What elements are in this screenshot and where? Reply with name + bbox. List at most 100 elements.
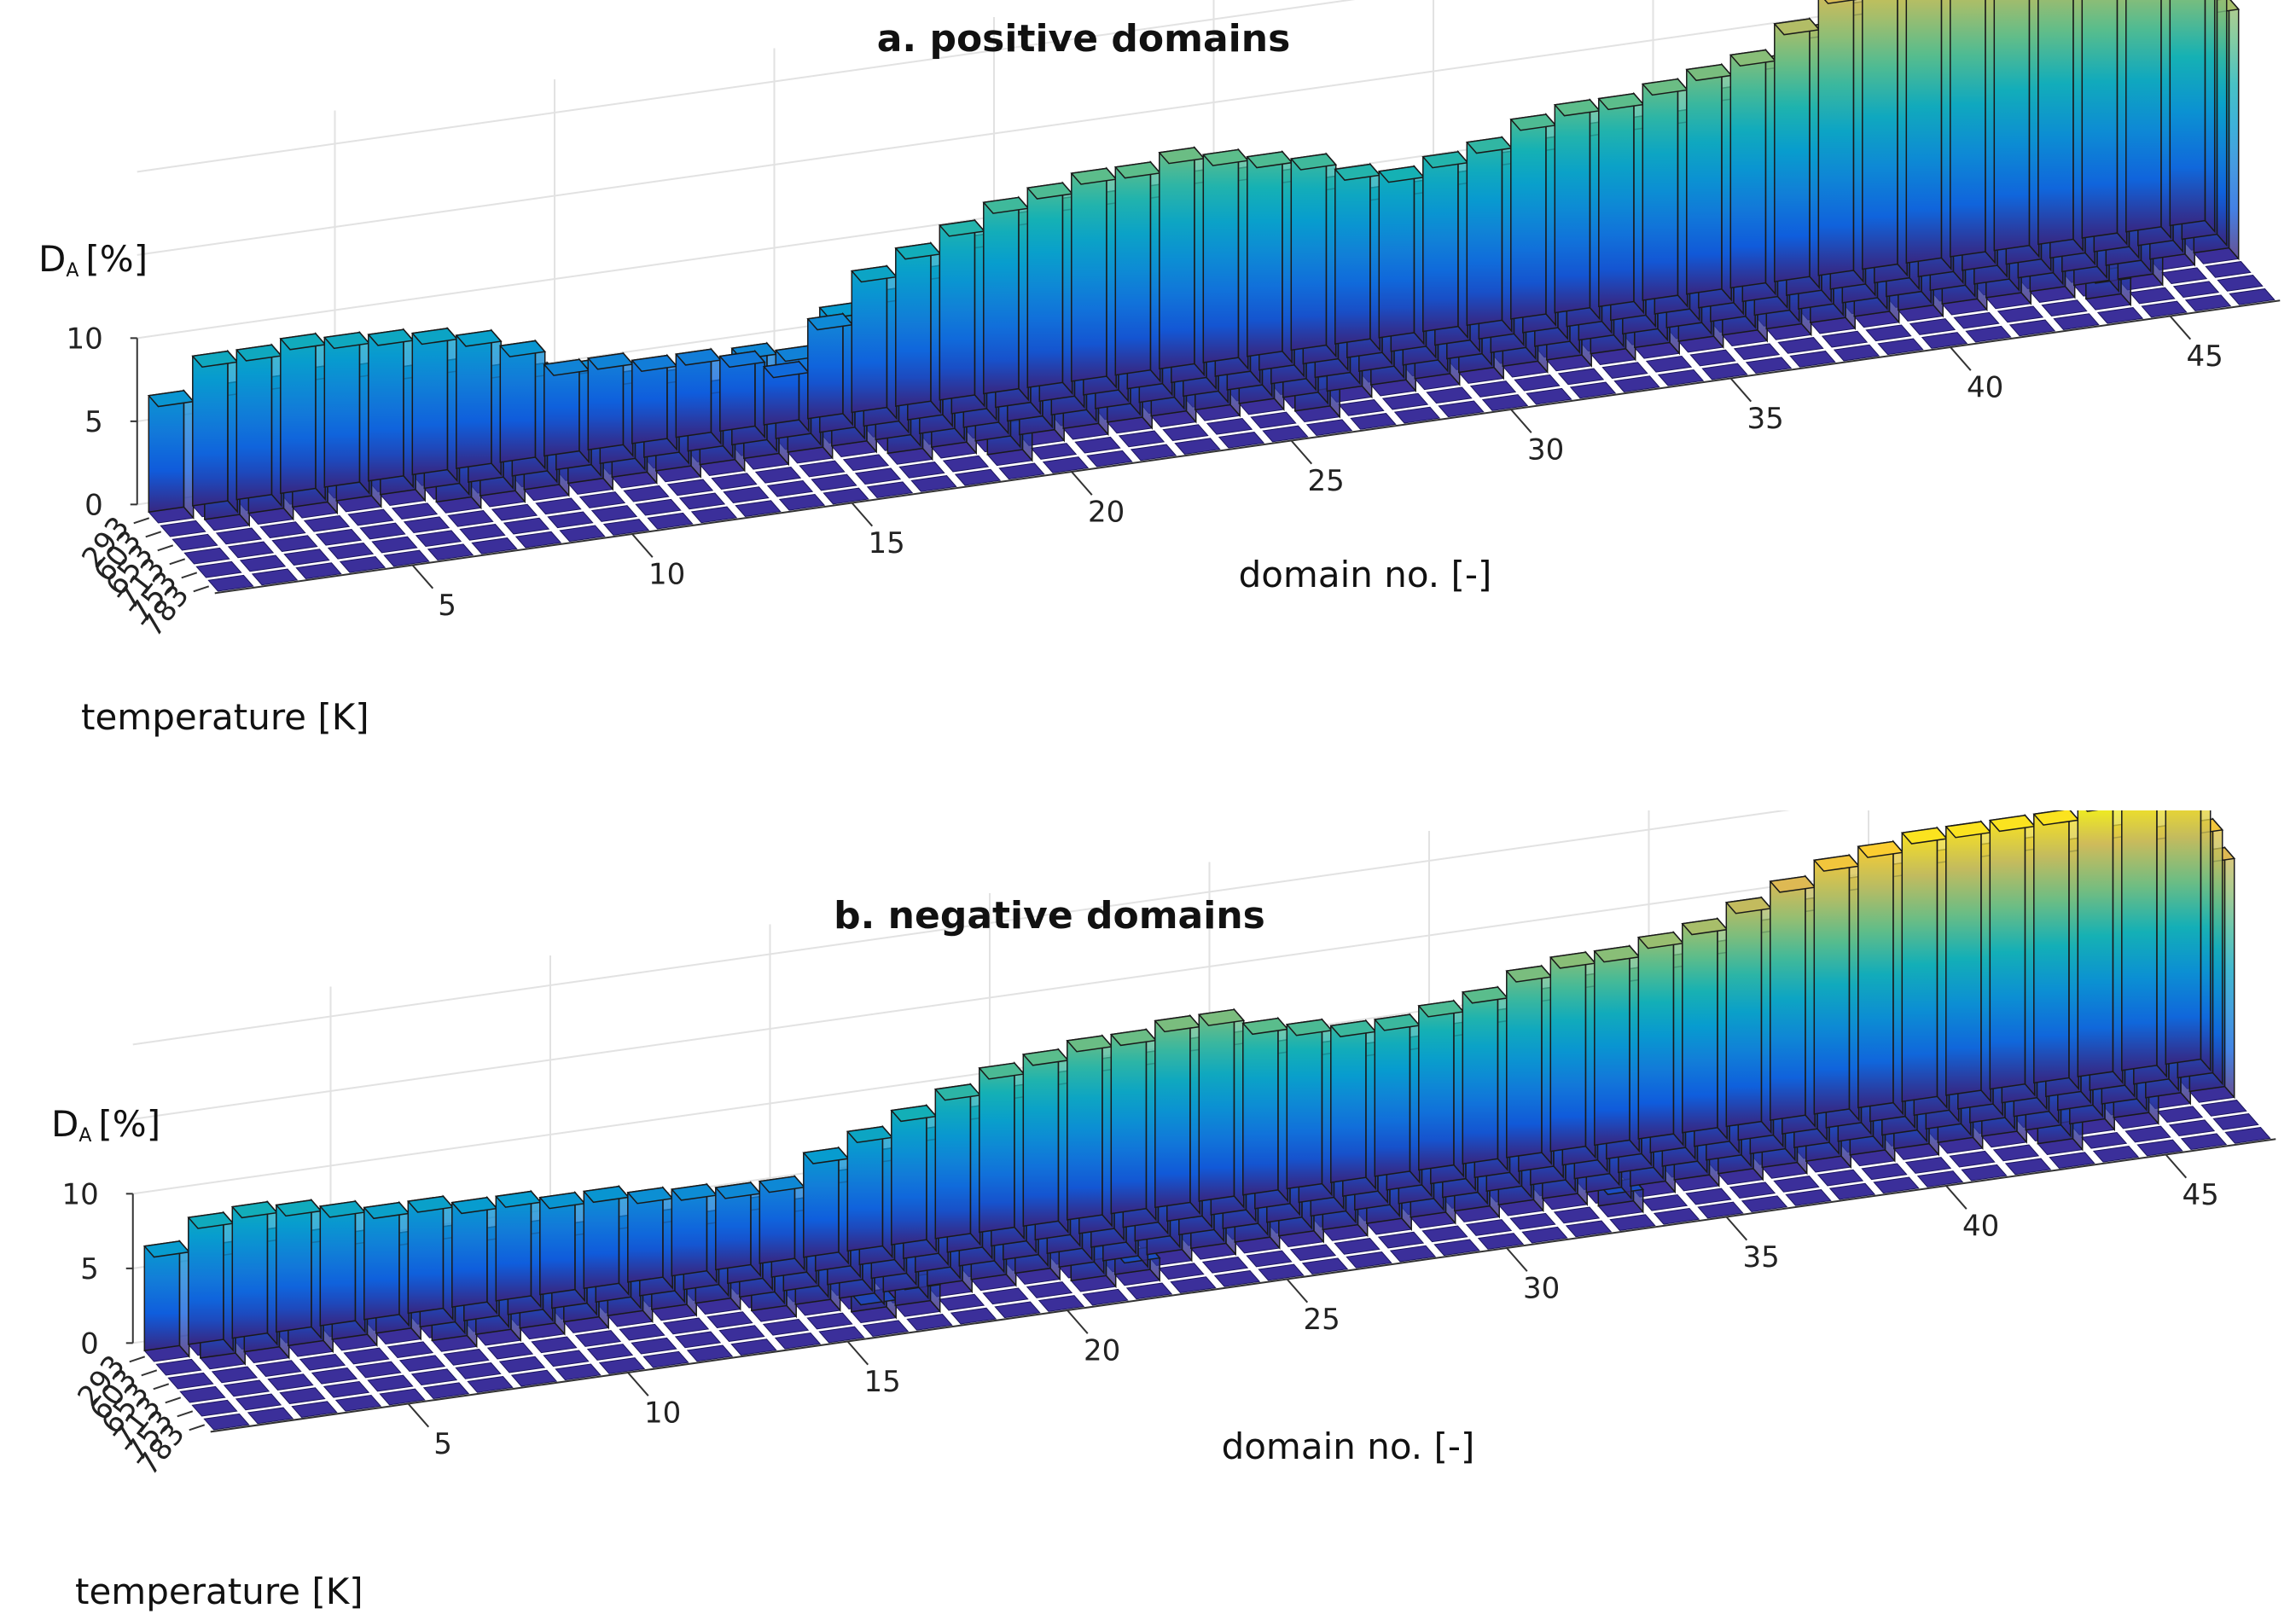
x-tick-label: 15 [863,1365,900,1399]
x-tick-label: 35 [1747,402,1783,436]
bar-side-face [183,388,195,520]
bar-side-face [2072,0,2084,253]
bar [762,359,811,433]
bar-front-face [807,313,844,420]
floor-cell [1904,1157,1952,1174]
floor-cell [982,1287,1029,1305]
floor-cell [1086,450,1133,467]
bar-side-face [2216,0,2228,247]
floor-cell [1997,305,2044,323]
bar-front-face [235,344,273,501]
floor-cell [1949,1150,1996,1168]
bar-side-face [750,1181,761,1278]
floor-cell [283,549,330,566]
floor-cell [1828,1182,1876,1200]
bar-side-face [227,349,238,514]
x-tick-label: 20 [1088,495,1125,529]
bar-side-face [666,353,677,451]
bar [1197,1007,1246,1209]
chart-negative-domains: 051051015202530354045293603653713753783b… [51,810,2276,1612]
bar [982,195,1030,402]
floor-cell [1733,343,1781,361]
bar-side-face [1413,164,1425,345]
floor-cell [1565,1220,1613,1238]
floor-cell [1206,417,1253,435]
floor-cell [942,455,990,473]
bar [538,1190,586,1303]
floor-cell [339,555,387,573]
bar-side-face [1985,0,1996,264]
bar-front-face [1462,986,1499,1165]
bar [978,1061,1026,1240]
floor-cell [227,541,275,559]
bar-side-face [622,351,634,458]
floor-cell [799,460,846,478]
bar-front-face [1242,1017,1279,1196]
bar [1285,1018,1334,1197]
floor-cell [866,481,914,499]
grid-line-z [132,810,1791,1046]
floor-cell [2080,1131,2128,1149]
floor-cell [327,542,375,560]
floor-cell [647,512,694,530]
floor-cell [259,521,306,538]
bar-side-face [311,1198,322,1340]
floor-cell [2160,267,2208,285]
floor-cell [1921,332,1968,349]
bar [1329,1019,1377,1191]
bar-front-face [846,1125,884,1252]
floor-cell [299,1353,346,1371]
bar-top-face [1289,153,1338,171]
y-tick [153,1383,170,1391]
bar-side-face [315,332,326,502]
floor-cell [334,1394,382,1412]
z-axis-label-sub: A [66,260,78,282]
bar [1636,930,1685,1147]
z-tick-label: 10 [61,1177,98,1211]
bar-side-face [1325,152,1337,358]
floor-cell [1601,362,1648,379]
floor-cell [1741,1195,1788,1213]
floor-cell [950,1307,997,1325]
bar-side-face [2116,0,2128,246]
bar-top-face [498,340,547,357]
bar-side-face [2024,813,2036,1097]
bar-side-face [754,349,765,439]
floor-cell [1246,1250,1293,1268]
bar-side-face [1101,1034,1113,1228]
bar-side-face [2028,0,2040,258]
bar-front-face [1422,151,1459,333]
bar [235,343,283,508]
floor-cell [1381,392,1429,410]
x-tick [1510,409,1532,433]
floor-cell [1569,381,1617,399]
bar [1021,1048,1070,1234]
bar-side-face [1457,149,1468,340]
floor-cell [590,505,638,522]
bar [191,349,239,514]
bar-front-face [499,340,537,463]
bar-front-face [1286,1019,1323,1190]
bar-front-face [2121,810,2158,1071]
bar-front-face [143,1240,181,1352]
floor-cell [2229,288,2276,305]
x-tick [1067,1309,1089,1334]
floor-cell [223,1379,270,1397]
bar-side-face [842,311,853,427]
floor-cell [555,1363,602,1381]
floor-cell [1346,1251,1392,1269]
floor-cell [666,479,714,496]
floor-cell [239,555,287,572]
bar [1773,17,1821,290]
bar-side-face [969,1082,981,1246]
floor-cell [642,1350,689,1368]
x-tick-label: 30 [1527,433,1564,467]
bar-side-face [574,1190,585,1303]
floor-cell [387,1341,434,1359]
floor-cell [1861,1163,1908,1181]
floor-cell [1026,1281,1073,1298]
floor-cell [1469,380,1517,398]
bar [1154,1013,1201,1216]
floor-cell [251,568,299,586]
bar-side-face [1145,1027,1157,1222]
